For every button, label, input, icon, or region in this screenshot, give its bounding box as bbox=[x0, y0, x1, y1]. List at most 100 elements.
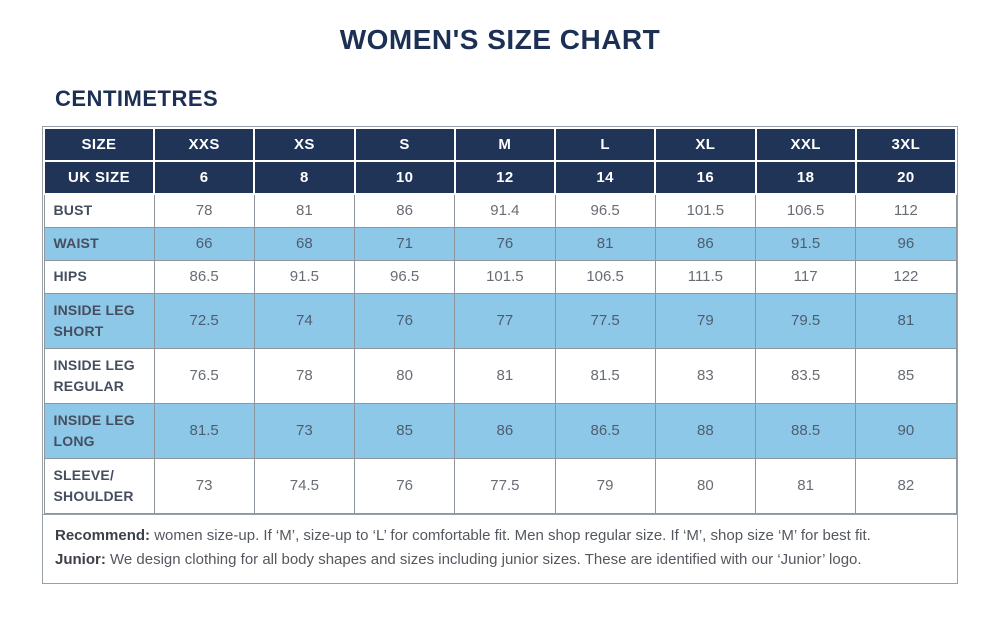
recommend-line: Recommend: women size-up. If ‘M’, size-u… bbox=[55, 524, 945, 549]
value-cell: 101.5 bbox=[654, 193, 757, 228]
table-row-sizes: SIZE XXS XS S M L XL XXL 3XL bbox=[43, 127, 958, 162]
header-cell: 20 bbox=[854, 160, 958, 195]
header-cell: 14 bbox=[553, 160, 657, 195]
table-row-inside-leg-regular: INSIDE LEG REGULAR 76.5 78 80 81 81.5 83… bbox=[43, 347, 957, 404]
value-cell: 76 bbox=[353, 292, 456, 349]
value-cell: 76 bbox=[353, 457, 456, 514]
value-cell: 79 bbox=[654, 292, 757, 349]
value-cell: 81 bbox=[855, 292, 957, 349]
value-cell: 81 bbox=[253, 193, 356, 228]
value-cell: 117 bbox=[754, 259, 857, 294]
value-cell: 77 bbox=[454, 292, 556, 349]
row-label: INSIDE LEG SHORT bbox=[43, 292, 155, 349]
value-cell: 77.5 bbox=[554, 292, 656, 349]
value-cell: 96.5 bbox=[554, 193, 656, 228]
value-cell: 78 bbox=[153, 193, 255, 228]
value-cell: 106.5 bbox=[554, 259, 656, 294]
header-cell: L bbox=[553, 127, 657, 162]
value-cell: 81.5 bbox=[153, 402, 255, 459]
value-cell: 76 bbox=[454, 226, 556, 261]
header-cell: 3XL bbox=[854, 127, 958, 162]
header-cell: 18 bbox=[754, 160, 857, 195]
value-cell: 71 bbox=[353, 226, 456, 261]
row-label: WAIST bbox=[43, 226, 155, 261]
table-row-bust: BUST 78 81 86 91.4 96.5 101.5 106.5 112 bbox=[43, 193, 957, 228]
value-cell: 73 bbox=[153, 457, 255, 514]
junior-label: Junior: bbox=[55, 551, 106, 569]
table-row-sleeve-shoulder: SLEEVE/ SHOULDER 73 74.5 76 77.5 79 80 8… bbox=[43, 457, 957, 514]
value-cell: 74.5 bbox=[253, 457, 356, 514]
page-title: WOMEN'S SIZE CHART bbox=[339, 24, 661, 55]
value-cell: 80 bbox=[353, 347, 456, 404]
footer-note: Recommend: women size-up. If ‘M’, size-u… bbox=[43, 513, 957, 583]
value-cell: 81 bbox=[454, 347, 556, 404]
value-cell: 81 bbox=[754, 457, 857, 514]
value-cell: 86.5 bbox=[153, 259, 255, 294]
value-cell: 86 bbox=[654, 226, 757, 261]
units-heading: CENTIMETRES bbox=[55, 86, 219, 111]
header-cell: 10 bbox=[353, 160, 456, 195]
value-cell: 86 bbox=[353, 193, 456, 228]
value-cell: 80 bbox=[654, 457, 757, 514]
value-cell: 74 bbox=[253, 292, 356, 349]
junior-text: We design clothing for all body shapes a… bbox=[105, 551, 862, 569]
row-label: INSIDE LEG REGULAR bbox=[43, 347, 155, 404]
row-label: SLEEVE/ SHOULDER bbox=[43, 457, 155, 514]
value-cell: 82 bbox=[855, 457, 957, 514]
table-row-uk-sizes: UK SIZE 6 8 10 12 14 16 18 20 bbox=[43, 160, 958, 195]
table-row-waist: WAIST 66 68 71 76 81 86 91.5 96 bbox=[43, 226, 957, 261]
header-cell: 6 bbox=[152, 160, 256, 195]
value-cell: 76.5 bbox=[153, 347, 255, 404]
junior-line: Junior: We design clothing for all body … bbox=[55, 548, 945, 573]
header-cell: S bbox=[353, 127, 456, 162]
value-cell: 81 bbox=[554, 226, 656, 261]
header-cell: XL bbox=[654, 127, 757, 162]
header-cell: 12 bbox=[453, 160, 557, 195]
value-cell: 72.5 bbox=[153, 292, 255, 349]
value-cell: 85 bbox=[353, 402, 456, 459]
header-cell: XS bbox=[253, 127, 356, 162]
row-label: BUST bbox=[43, 193, 155, 228]
value-cell: 91.5 bbox=[754, 226, 857, 261]
value-cell: 96.5 bbox=[353, 259, 456, 294]
value-cell: 91.4 bbox=[454, 193, 556, 228]
value-cell: 79.5 bbox=[754, 292, 857, 349]
value-cell: 77.5 bbox=[454, 457, 556, 514]
value-cell: 112 bbox=[855, 193, 957, 228]
value-cell: 96 bbox=[855, 226, 957, 261]
value-cell: 68 bbox=[253, 226, 356, 261]
value-cell: 101.5 bbox=[454, 259, 556, 294]
value-cell: 81.5 bbox=[554, 347, 656, 404]
header-cell-uk-size: UK SIZE bbox=[43, 160, 155, 195]
value-cell: 73 bbox=[253, 402, 356, 459]
value-cell: 66 bbox=[153, 226, 255, 261]
value-cell: 85 bbox=[855, 347, 957, 404]
recommend-label: Recommend: bbox=[55, 526, 151, 544]
value-cell: 106.5 bbox=[754, 193, 857, 228]
value-cell: 83 bbox=[654, 347, 757, 404]
value-cell: 88.5 bbox=[754, 402, 857, 459]
header-cell: XXS bbox=[152, 127, 256, 162]
value-cell: 90 bbox=[855, 402, 957, 459]
value-cell: 88 bbox=[654, 402, 757, 459]
row-label: INSIDE LEG LONG bbox=[43, 402, 155, 459]
table-row-hips: HIPS 86.5 91.5 96.5 101.5 106.5 111.5 11… bbox=[43, 259, 957, 294]
recommend-text: women size-up. If ‘M’, size-up to ‘L’ fo… bbox=[150, 526, 871, 544]
header-cell: 16 bbox=[654, 160, 757, 195]
value-cell: 122 bbox=[855, 259, 957, 294]
header-cell: M bbox=[453, 127, 557, 162]
size-chart-table: SIZE XXS XS S M L XL XXL 3XL UK SIZE 6 8… bbox=[43, 127, 958, 514]
value-cell: 79 bbox=[554, 457, 656, 514]
value-cell: 111.5 bbox=[654, 259, 757, 294]
header-cell: 8 bbox=[253, 160, 356, 195]
table-row-inside-leg-short: INSIDE LEG SHORT 72.5 74 76 77 77.5 79 7… bbox=[43, 292, 957, 349]
size-chart-container: SIZE XXS XS S M L XL XXL 3XL UK SIZE 6 8… bbox=[42, 126, 958, 584]
value-cell: 91.5 bbox=[253, 259, 356, 294]
table-row-inside-leg-long: INSIDE LEG LONG 81.5 73 85 86 86.5 88 88… bbox=[43, 402, 957, 459]
value-cell: 83.5 bbox=[754, 347, 857, 404]
row-label: HIPS bbox=[43, 259, 155, 294]
value-cell: 86 bbox=[454, 402, 556, 459]
header-cell: XXL bbox=[754, 127, 857, 162]
value-cell: 78 bbox=[253, 347, 356, 404]
